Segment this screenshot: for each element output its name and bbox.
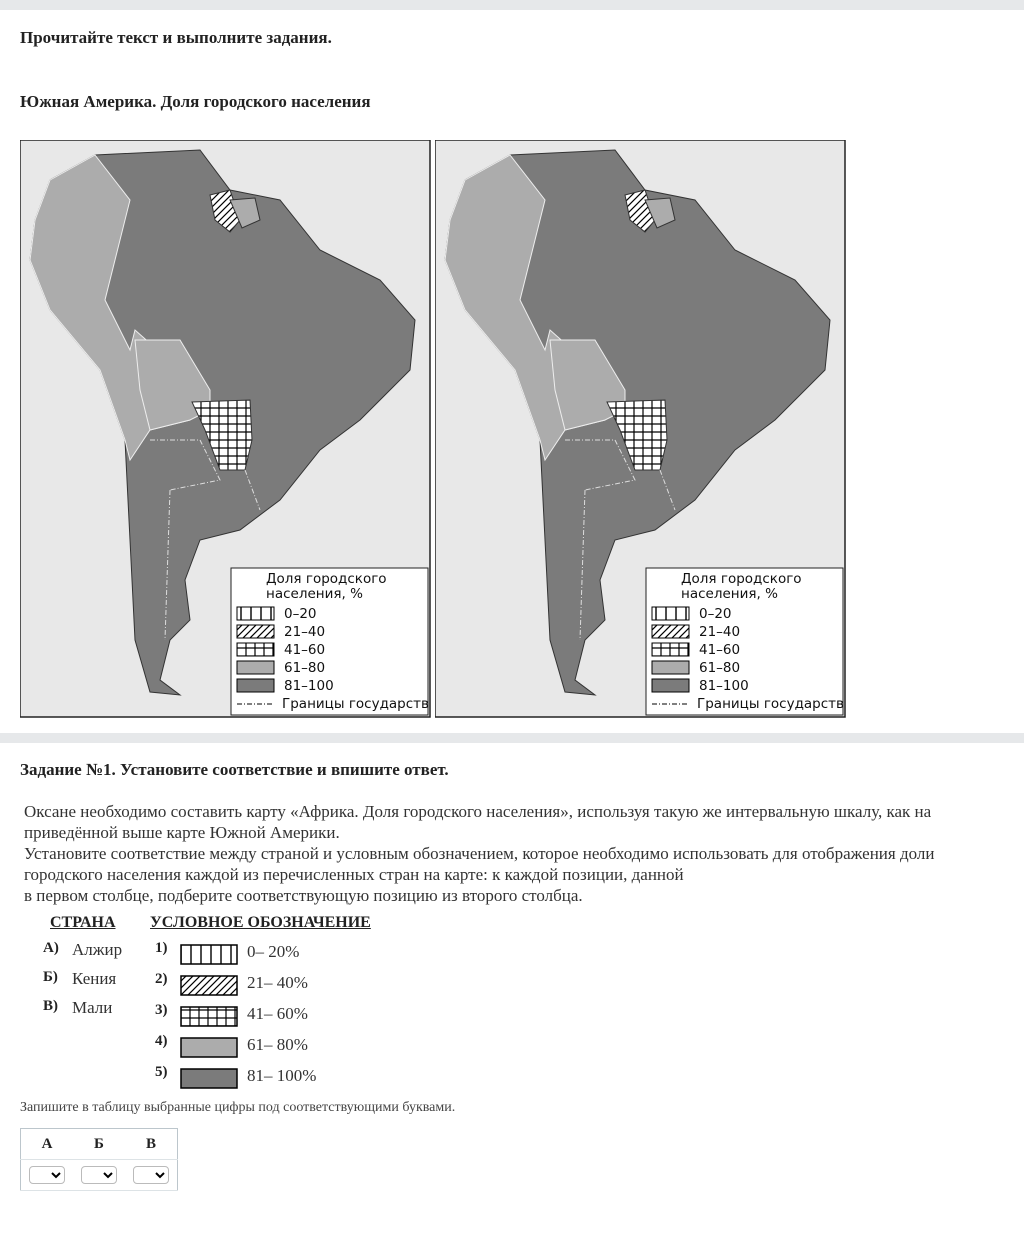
legend-swatch [236,642,275,657]
legend-label: 0–20 [699,606,732,622]
task-title: Задание №1. Установите соответствие и вп… [20,760,449,779]
legend-swatch [651,642,690,657]
option-swatch [180,1006,238,1027]
swatch [180,1068,238,1089]
answer-select[interactable] [29,1166,65,1184]
option-label: 0– 20% [247,942,300,961]
legend-swatch [236,678,275,693]
option-label: 21– 40% [247,973,308,992]
answer-cell [125,1159,178,1191]
answer-cell [20,1159,73,1191]
country-letter: Б) [43,969,58,985]
option-number: 2) [155,971,168,987]
swatch [180,944,238,965]
answer-header: В [125,1128,178,1160]
divider [0,733,1024,743]
legend-label: 81–100 [284,678,334,694]
option-swatch [180,1037,238,1058]
answer-header: Б [73,1128,125,1160]
legend-label: 41–60 [699,642,740,658]
text-line: Оксане необходимо составить карту «Африк… [24,802,932,821]
country-letter: В) [43,998,58,1014]
option-swatch [180,975,238,996]
legend-swatch [236,660,275,675]
instruction: Прочитайте текст и выполните задания. [20,28,332,47]
map-title: Южная Америка. Доля городского населения [20,92,371,111]
legend-label: Границы государств [282,696,429,712]
legend-label: 61–80 [699,660,740,676]
option-number: 1) [155,940,168,956]
option-number: 3) [155,1002,168,1018]
legend-swatch [651,606,690,621]
column-header: СТРАНА [50,914,116,931]
legend-swatch [236,624,275,639]
legend-title: Доля городского [266,571,387,587]
swatch [180,975,238,996]
swatch [180,1037,238,1058]
legend-swatch [236,606,275,621]
option-label: 41– 60% [247,1004,308,1023]
text-line: приведённой выше карте Южной Америки. [24,823,340,842]
answer-cell [73,1159,125,1191]
text-line: городского населения каждой из перечисле… [24,865,684,884]
legend-swatch [651,624,690,639]
option-swatch [180,944,238,965]
text-line: Установите соответствие между страной и … [24,844,935,863]
swatch [180,1006,238,1027]
legend-swatch [651,660,690,675]
legend-label: 0–20 [284,606,317,622]
option-swatch [180,1068,238,1089]
legend-label: Границы государств [697,696,844,712]
legend-label: 41–60 [284,642,325,658]
answer-prompt: Запишите в таблицу выбранные цифры под с… [20,1100,456,1115]
legend-label: 21–40 [284,624,325,640]
option-label: 81– 100% [247,1066,317,1085]
answer-header: А [20,1128,73,1160]
text-line: в первом столбце, подберите соответствую… [24,886,583,905]
answer-select-row [20,1159,178,1191]
answer-select[interactable] [81,1166,117,1184]
legend-label: 61–80 [284,660,325,676]
top-bar [0,0,1024,10]
legend-title: Доля городского [681,571,802,587]
option-number: 5) [155,1064,168,1080]
country-name: Мали [72,998,113,1017]
legend-swatch [651,678,690,693]
option-label: 61– 80% [247,1035,308,1054]
legend-label: 81–100 [699,678,749,694]
option-number: 4) [155,1033,168,1049]
country-name: Кения [72,969,117,988]
task-text: Оксане необходимо составить карту «Африк… [24,801,934,906]
answer-select[interactable] [133,1166,169,1184]
legend-label: 21–40 [699,624,740,640]
legend-title: населения, % [266,586,363,602]
column-header: УСЛОВНОЕ ОБОЗНАЧЕНИЕ [150,914,371,931]
country-letter: А) [43,940,59,956]
legend-title: населения, % [681,586,778,602]
country-name: Алжир [72,940,123,959]
